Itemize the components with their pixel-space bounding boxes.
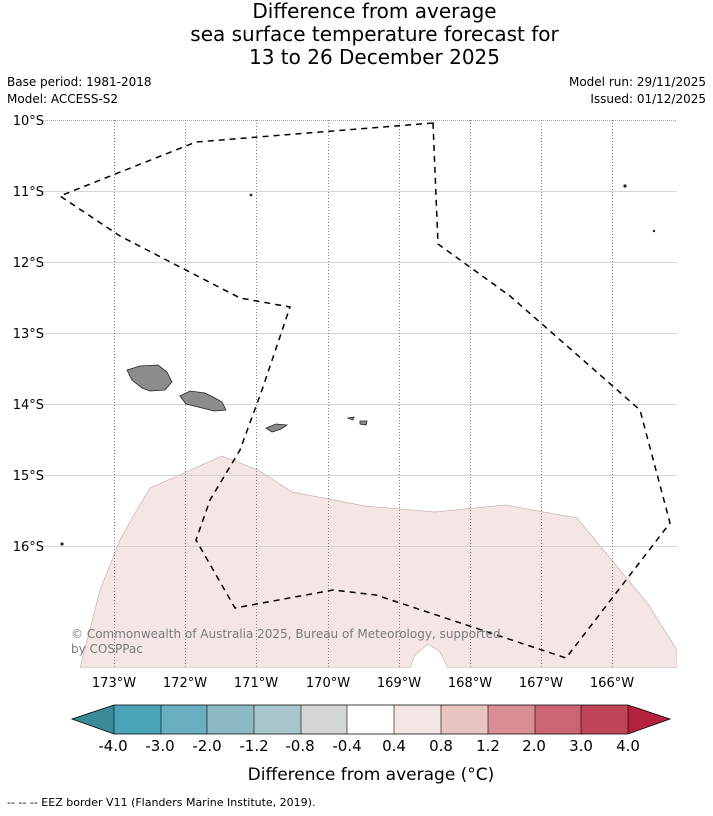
colorbar-tick: -0.4 — [332, 737, 361, 755]
map-title: Difference from average sea surface temp… — [0, 0, 713, 69]
colorbar-segment-10 — [535, 705, 581, 734]
colorbar-segment-11 — [581, 705, 628, 734]
lat-label-16s: 16°S — [13, 540, 44, 555]
colorbar-label: Difference from average (°C) — [248, 765, 495, 785]
colorbar-segment-5 — [301, 705, 347, 734]
map-area — [43, 120, 677, 668]
title-line-2: sea surface temperature forecast for — [190, 22, 559, 46]
base-period-text: Base period: 1981-2018 — [7, 75, 152, 89]
colorbar-tick: -0.8 — [285, 737, 314, 755]
model-text: Model: ACCESS-S2 — [7, 92, 119, 106]
colorbar-segment-2 — [161, 705, 207, 734]
savaii-island — [126, 364, 173, 392]
lon-label-169w: 169°W — [377, 676, 421, 691]
latitude-labels: 10°S 11°S 12°S 13°S 14°S 15°S 16°S — [13, 114, 44, 555]
colorbar-segment-7 — [394, 705, 441, 734]
title-line-3: 13 to 26 December 2025 — [248, 45, 500, 69]
lon-label-170w: 170°W — [306, 676, 350, 691]
lat-label-11s: 11°S — [13, 185, 44, 200]
colorbar-segment-4 — [254, 705, 301, 734]
colorbar-segment-8 — [441, 705, 488, 734]
lat-label-10s: 10°S — [13, 114, 44, 129]
upolu-island — [179, 390, 227, 412]
land-masses — [60, 184, 656, 546]
lon-label-166w: 166°W — [590, 676, 634, 691]
copyright-line-1: © Commonwealth of Australia 2025, Bureau… — [71, 627, 501, 641]
colorbar-tick: 0.4 — [382, 737, 406, 755]
lon-label-168w: 168°W — [448, 676, 492, 691]
lat-label-15s: 15°S — [13, 469, 44, 484]
colorbar-tick: 2.0 — [522, 737, 546, 755]
tau-island — [359, 420, 368, 426]
eez-border — [58, 122, 671, 659]
colorbar-segment-1 — [114, 705, 161, 734]
nukunonu-atoll — [652, 229, 656, 233]
colorbar-tick-labels: -4.0 -3.0 -2.0 -1.2 -0.8 -0.4 0.4 0.8 1.… — [98, 737, 640, 755]
anomaly-region-0.4-0.8 — [79, 455, 677, 668]
meta-left: Base period: 1981-2018 Model: ACCESS-S2 — [7, 74, 152, 108]
colorbar-tick: 0.8 — [429, 737, 453, 755]
copyright-line-2: by COSPPac — [71, 642, 143, 656]
colorbar-segment-3 — [207, 705, 254, 734]
colorbar-tick: 3.0 — [569, 737, 593, 755]
model-run-text: Model run: 29/11/2025 — [568, 75, 706, 89]
wallis-islet — [60, 542, 64, 546]
lat-label-13s: 13°S — [13, 327, 44, 342]
longitude-labels: 173°W 172°W 171°W 170°W 169°W 168°W 167°… — [92, 676, 634, 691]
colorbar-tick: -3.0 — [145, 737, 174, 755]
lon-label-167w: 167°W — [519, 676, 563, 691]
lat-label-14s: 14°S — [13, 398, 44, 413]
colorbar-tick: 1.2 — [476, 737, 500, 755]
meta-right: Model run: 29/11/2025 Issued: 01/12/2025 — [569, 74, 706, 108]
tutuila-island — [265, 423, 289, 433]
ofu-island — [346, 416, 355, 421]
colorbar-tick: -4.0 — [98, 737, 127, 755]
lon-label-171w: 171°W — [234, 676, 278, 691]
colorbar-segment-6 — [347, 705, 394, 734]
issued-text: Issued: 01/12/2025 — [590, 92, 706, 106]
lon-label-173w: 173°W — [92, 676, 136, 691]
colorbar-tick: -1.2 — [239, 737, 268, 755]
colorbar-dividers — [113, 705, 629, 734]
title-line-1: Difference from average — [252, 0, 497, 23]
lon-label-172w: 172°W — [163, 676, 207, 691]
colorbar-tick: -2.0 — [192, 737, 221, 755]
eez-legend-note: -- -- -- EEZ border V11 (Flanders Marine… — [7, 796, 316, 809]
colorbar-over-arrow — [628, 705, 670, 734]
colorbar: -4.0 -3.0 -2.0 -1.2 -0.8 -0.4 0.4 0.8 1.… — [70, 704, 672, 785]
colorbar-under-arrow — [72, 705, 114, 734]
colorbar-tick: 4.0 — [616, 737, 640, 755]
swains-island — [249, 193, 253, 197]
latitude-gridlines — [43, 120, 677, 547]
colorbar-segment-9 — [488, 705, 535, 734]
atafu-atoll — [623, 184, 627, 188]
lat-label-12s: 12°S — [13, 256, 44, 271]
